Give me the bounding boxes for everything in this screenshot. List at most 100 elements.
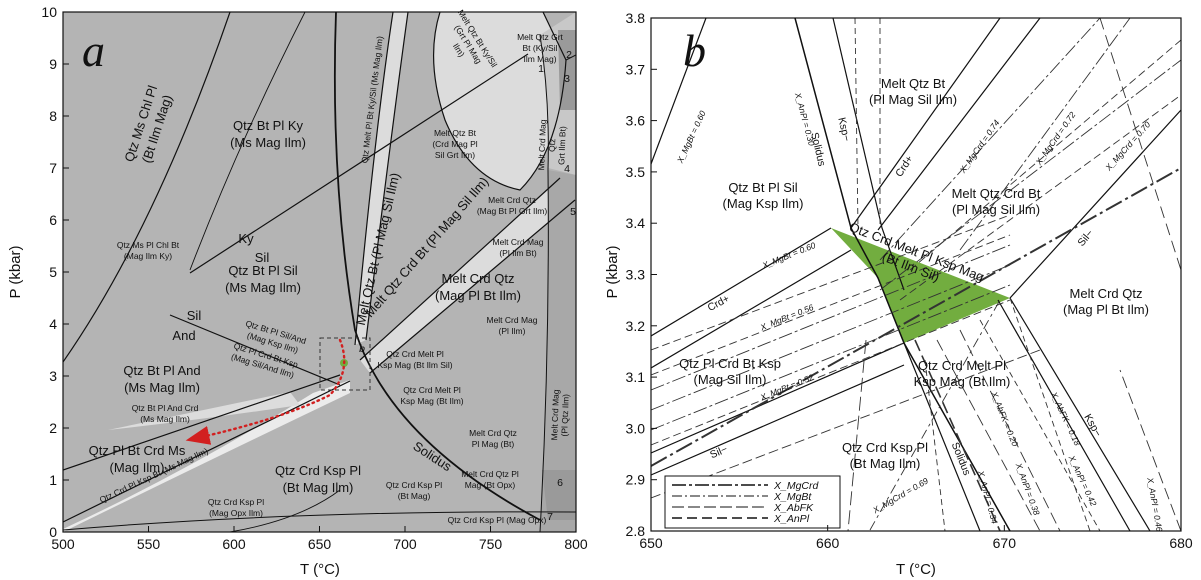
line-solidus-b2 xyxy=(903,342,981,531)
line-ksp-b3 xyxy=(997,299,1131,531)
field-high-t xyxy=(540,170,576,532)
y-tick-label: 3.4 xyxy=(626,215,646,231)
line-crd-in-1 xyxy=(359,177,561,361)
y-tick-label: 3.8 xyxy=(626,10,646,26)
x-tick-label: 700 xyxy=(393,536,417,552)
panel-a-axes: 500 550 600 650 700 750 800 0 1 2 3 4 5 6 7 8 9 10 xyxy=(41,4,587,552)
field-label: Qtz Crd Ksp Pl (Mag Opx Ilm) xyxy=(208,497,264,518)
y-tick-label: 3.3 xyxy=(626,267,646,283)
field-label: Melt Qtz Crd Bt (Pl Mag Sil Ilm) xyxy=(952,186,1041,217)
line-melt-1 xyxy=(354,12,394,346)
line-melt-2 xyxy=(365,12,409,341)
x-tick-label: 680 xyxy=(1169,535,1193,551)
y-tick-label: 1 xyxy=(49,472,57,488)
x-tick-label: 600 xyxy=(222,536,246,552)
y-tick-label: 0 xyxy=(49,524,57,540)
line-solidus-b xyxy=(794,18,1011,531)
label-ky: Ky xyxy=(238,231,254,246)
field-label: Qtz Crd Melt Pl Ksp Mag (Bt Ilm Sil) xyxy=(377,349,452,370)
field-melt-grt xyxy=(433,12,566,190)
inset-box xyxy=(319,337,371,391)
line-crd xyxy=(63,380,351,523)
field-label: Melt Crd Qtz (Mag Pl Bt Ilm) xyxy=(435,271,521,303)
y-tick-label: 3.7 xyxy=(626,61,646,77)
legend-label: X_AnPl xyxy=(773,513,810,525)
field-label: Qtz Bt Pl And Crd (Ms Mag Ilm) xyxy=(132,403,199,424)
panel-a-x-label: T (°C) xyxy=(300,561,340,578)
label-and: And xyxy=(172,328,195,343)
panel-b: b Melt Qtz Bt (Pl Mag Sil Ilm) Qtz Bt Pl … xyxy=(604,10,1193,578)
line-and-crd xyxy=(63,374,341,471)
field-label: Melt Crd Qtz (Mag Pl Bt Ilm) xyxy=(1063,286,1149,317)
y-tick-label: 2 xyxy=(49,420,57,436)
field-melt-ky-sil xyxy=(355,12,408,345)
label-ksp-top: Ksp− xyxy=(835,116,852,142)
line-grt-field xyxy=(432,12,567,191)
field-label: Melt Crd Mag(Pl Qtz Ilm) xyxy=(549,389,571,441)
isopleths xyxy=(651,18,1181,531)
field-label: Qtz Bt Pl Ky (Ms Mag Ilm) xyxy=(230,118,306,150)
legend-label: X_MgBt xyxy=(773,491,812,503)
y-tick-label: 3 xyxy=(49,368,57,384)
y-tick-label: 2.9 xyxy=(626,472,646,488)
field-label: Qtz Pl Crd Bt Ksp (Mag Sil Ilm) xyxy=(679,356,781,387)
y-tick-label: 7 xyxy=(49,160,57,176)
field-crd-strip xyxy=(63,380,350,532)
panel-b-y-label: P (kbar) xyxy=(604,245,621,298)
field-label: Qtz Crd Melt Pl Ksp Mag (Bt Ilm) xyxy=(400,385,463,406)
legend-label: X_MgCrd xyxy=(773,480,820,492)
panel-a: a Qtz Ms Chl Pl(Bt Ilm Mag) Qtz Bt Pl Ky… xyxy=(7,4,588,578)
line-crd-b3 xyxy=(850,18,1001,229)
label-sil-2: Sil xyxy=(187,308,202,323)
panel-b-legend: X_MgCrd X_MgBt X_AbFK X_AnPl xyxy=(664,475,841,529)
line-ksp-b2 xyxy=(1009,297,1151,531)
field-label: Melt Crd Mag (Pl Ilm) xyxy=(486,315,537,336)
line-chl-out xyxy=(63,12,231,363)
x-tick-label: 670 xyxy=(993,535,1017,551)
field-3 xyxy=(558,30,576,110)
line-crd-b2 xyxy=(651,249,852,369)
field-number: 4 xyxy=(564,163,570,175)
y-tick-label: 3.2 xyxy=(626,318,646,334)
field-label: Melt Qtz Grt Bt (Ky/Sil Ilm Mag) xyxy=(517,32,563,64)
field-number: 7 xyxy=(547,511,553,523)
panel-a-letter: a xyxy=(82,25,105,76)
x-tick-label: 500 xyxy=(51,536,75,552)
line-crd-b4 xyxy=(877,18,1041,231)
label-inset-b: b xyxy=(359,343,365,355)
field-6 xyxy=(542,470,576,520)
line-ms-chl xyxy=(189,12,306,271)
field-number: 5 xyxy=(570,206,576,218)
panel-b-letter: b xyxy=(683,25,706,76)
field-label: Qtz Bt Pl And (Ms Mag Ilm) xyxy=(123,363,200,395)
y-tick-label: 2.8 xyxy=(626,523,646,539)
field-number: 2 xyxy=(566,49,572,61)
line-opx-2 xyxy=(229,489,341,532)
y-tick-label: 9 xyxy=(49,56,57,72)
field-label: Melt Crd Qtz (Mag Bt Pl Grt Ilm) xyxy=(477,195,548,216)
label-sil: Sil xyxy=(255,250,270,265)
y-tick-label: 3.6 xyxy=(626,113,646,129)
line-mgbt-edge xyxy=(651,18,707,165)
field-label: Melt Crd Qtz Pl Mag (Bt) xyxy=(469,428,517,449)
line-sil-and xyxy=(169,314,341,386)
x-tick-label: 800 xyxy=(564,536,588,552)
x-tick-label: 660 xyxy=(816,535,840,551)
line-high-t-2 xyxy=(565,54,576,61)
panel-a-y-label: P (kbar) xyxy=(7,245,24,298)
line-solidus xyxy=(333,12,541,521)
line-ky-sil xyxy=(189,53,529,274)
field-label: Qtz Pl Bt Crd Ms (Mag Ilm) xyxy=(89,443,186,475)
y-tick-label: 6 xyxy=(49,212,57,228)
field-label: Melt Qtz Bt (Crd Mag Pl Sil Grt Ilm) xyxy=(432,128,477,160)
field-label: Qtz Crd Ksp Pl (Bt Mag) xyxy=(386,480,442,501)
field-label: Qtz Bt Pl Sil (Mag Ksp Ilm) xyxy=(723,180,804,211)
field-label: Qtz Crd Ksp Pl (Bt Mag Ilm) xyxy=(842,440,928,471)
line-ksp-b xyxy=(832,18,905,291)
line-crd-in-2 xyxy=(369,199,576,374)
line-sil-b xyxy=(1009,109,1181,299)
x-tick-label: 650 xyxy=(308,536,332,552)
field-melt-crd-bt xyxy=(360,178,575,373)
x-tick-label: 650 xyxy=(639,535,663,551)
field-number: 6 xyxy=(557,477,563,489)
